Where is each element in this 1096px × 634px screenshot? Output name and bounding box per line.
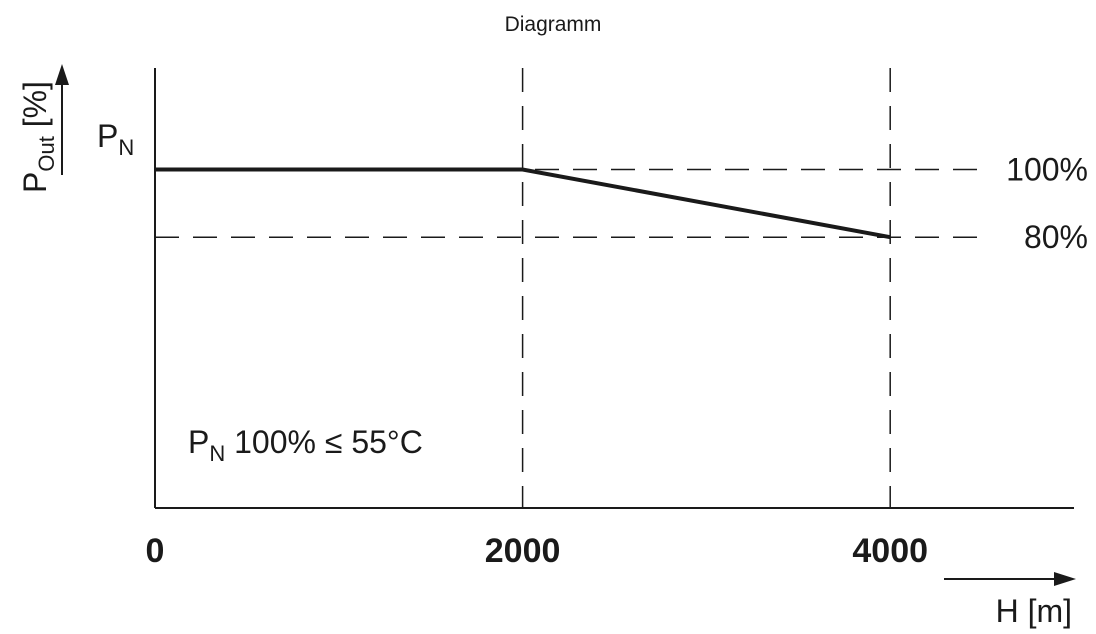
annotation-rest: 100% ≤ 55°C <box>225 424 423 460</box>
annotation-main: P <box>188 424 209 460</box>
chart-title: Diagramm <box>505 13 602 36</box>
x-tick-labels: 0 2000 4000 <box>146 532 928 570</box>
pn-label: PN <box>97 118 134 160</box>
y-axis-label-main: P <box>17 172 53 193</box>
x-axis-label: H [m] <box>996 593 1072 629</box>
y-axis-label: POut [%] <box>17 81 59 193</box>
pn-label-sub: N <box>118 135 134 160</box>
y-reference-label-80: 80% <box>1024 219 1088 255</box>
y-axis-label-unit: [%] <box>17 81 53 136</box>
annotation-sub: N <box>209 441 225 466</box>
y-axis-label-sub: Out <box>34 136 59 171</box>
y-axis-arrow-head <box>55 64 69 85</box>
pn-label-main: P <box>97 118 118 154</box>
y-reference-labels: 100% 80% <box>1006 152 1088 256</box>
condition-annotation: PN 100% ≤ 55°C <box>188 424 423 466</box>
reference-lines <box>155 68 990 508</box>
x-tick-label-0: 0 <box>146 532 165 570</box>
y-reference-label-100: 100% <box>1006 152 1088 188</box>
x-tick-label-2000: 2000 <box>485 532 561 570</box>
x-axis-arrow-head <box>1054 572 1076 586</box>
series-line <box>155 167 891 240</box>
x-tick-label-4000: 4000 <box>852 532 928 570</box>
